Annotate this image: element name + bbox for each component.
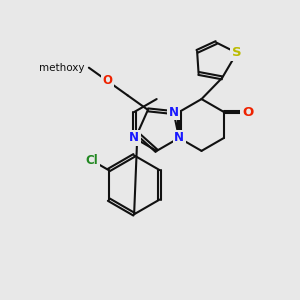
Text: S: S [232, 46, 242, 59]
Text: Cl: Cl [86, 154, 98, 167]
Text: O: O [242, 106, 253, 118]
Text: N: N [169, 106, 179, 119]
Text: N: N [129, 131, 139, 144]
Text: N: N [129, 131, 139, 144]
Text: N: N [169, 106, 179, 119]
Text: S: S [232, 46, 242, 59]
Text: N: N [174, 131, 184, 144]
Text: N: N [174, 131, 184, 144]
Text: O: O [102, 74, 112, 87]
Text: O: O [242, 106, 253, 118]
Text: N: N [174, 131, 184, 144]
Text: methoxy: methoxy [39, 63, 85, 73]
Text: O: O [102, 74, 112, 87]
